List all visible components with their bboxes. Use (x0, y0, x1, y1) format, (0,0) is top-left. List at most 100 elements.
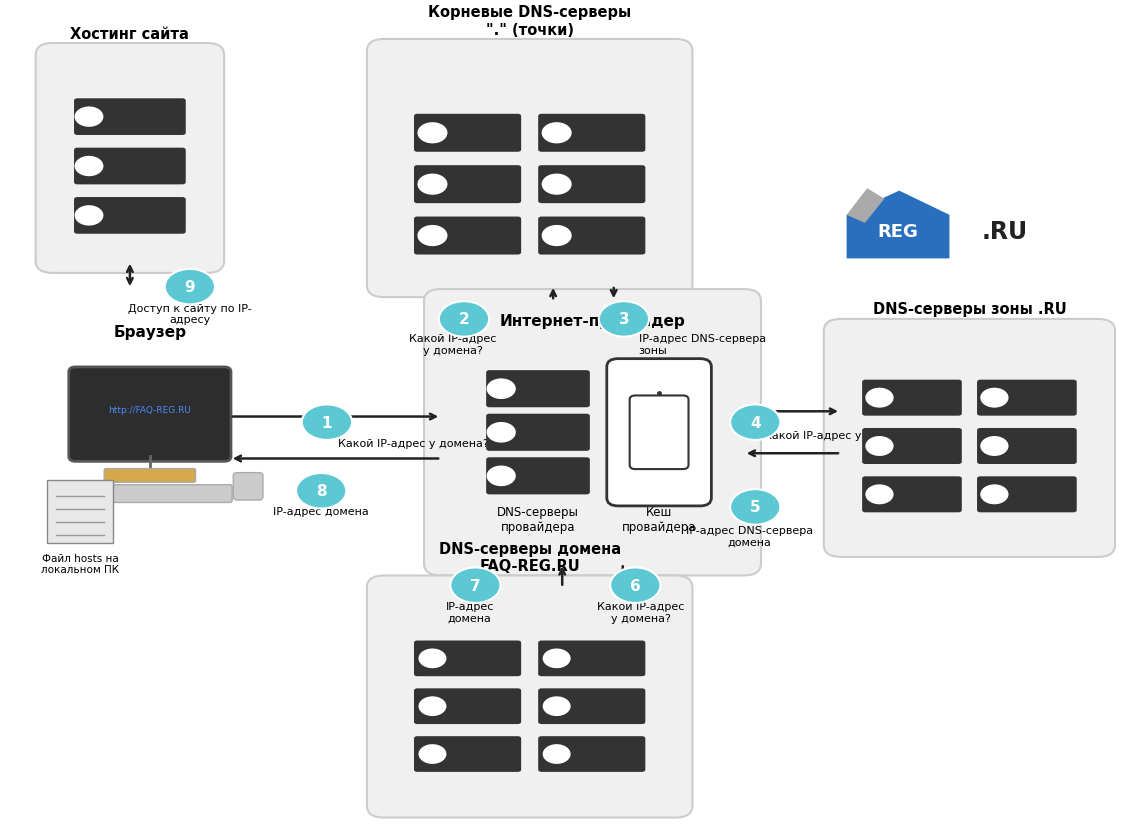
FancyBboxPatch shape (234, 473, 263, 500)
Circle shape (980, 388, 1009, 409)
FancyBboxPatch shape (607, 359, 711, 506)
Circle shape (297, 473, 346, 509)
Circle shape (418, 744, 447, 764)
Circle shape (74, 108, 103, 127)
Text: DNS-серверы зоны .RU: DNS-серверы зоны .RU (872, 302, 1066, 317)
Circle shape (165, 270, 215, 305)
Circle shape (487, 379, 515, 399)
FancyBboxPatch shape (487, 370, 590, 408)
FancyBboxPatch shape (414, 736, 521, 772)
Text: http://FAQ-REG.RU: http://FAQ-REG.RU (109, 405, 191, 414)
Polygon shape (846, 191, 949, 259)
FancyBboxPatch shape (977, 428, 1076, 465)
Text: IP-адрес DNS-сервера
домена: IP-адрес DNS-сервера домена (686, 525, 813, 547)
Circle shape (980, 437, 1009, 457)
Text: DNS-серверы домена
FAQ-REG.RU: DNS-серверы домена FAQ-REG.RU (439, 541, 621, 573)
Text: 6: 6 (630, 578, 641, 593)
FancyBboxPatch shape (35, 44, 224, 274)
Text: Интернет-провайдер: Интернет-провайдер (499, 313, 686, 328)
Polygon shape (846, 189, 884, 223)
Text: Корневые DNS-серверы
"." (точки): Корневые DNS-серверы "." (точки) (428, 5, 631, 37)
Circle shape (543, 744, 570, 764)
Circle shape (731, 405, 781, 441)
Text: 2: 2 (459, 312, 469, 327)
Circle shape (542, 174, 571, 195)
FancyBboxPatch shape (414, 166, 521, 204)
FancyBboxPatch shape (977, 380, 1076, 416)
Circle shape (599, 302, 649, 337)
Text: 7: 7 (471, 578, 481, 593)
Text: 5: 5 (750, 500, 760, 514)
FancyBboxPatch shape (74, 198, 185, 235)
FancyBboxPatch shape (538, 115, 646, 153)
Text: Какой IP-адрес
у домена?: Какой IP-адрес у домена? (598, 601, 685, 624)
Circle shape (731, 490, 781, 525)
Circle shape (418, 123, 448, 144)
FancyBboxPatch shape (630, 396, 688, 470)
Text: Доступ к сайту по IP-
адресу: Доступ к сайту по IP- адресу (128, 304, 252, 325)
Text: Какой IP-адрес
у домена?: Какой IP-адрес у домена? (409, 334, 496, 356)
Circle shape (542, 226, 571, 246)
FancyBboxPatch shape (414, 115, 521, 153)
Text: 9: 9 (184, 280, 195, 294)
Text: DNS-серверы
провайдера: DNS-серверы провайдера (497, 505, 579, 533)
FancyBboxPatch shape (47, 480, 113, 543)
FancyBboxPatch shape (823, 319, 1115, 557)
FancyBboxPatch shape (68, 485, 232, 503)
Circle shape (866, 485, 893, 504)
Text: REG: REG (877, 222, 918, 241)
Text: Файл hosts на
локальном ПК: Файл hosts на локальном ПК (41, 553, 119, 575)
FancyBboxPatch shape (862, 380, 962, 416)
Circle shape (610, 567, 661, 603)
Circle shape (74, 206, 103, 227)
Circle shape (487, 466, 515, 486)
FancyBboxPatch shape (366, 40, 693, 298)
FancyBboxPatch shape (538, 218, 646, 256)
Text: Какой IP-адрес у домена?: Какой IP-адрес у домена? (338, 439, 489, 449)
FancyBboxPatch shape (487, 457, 590, 495)
Text: IP-адрес домена: IP-адрес домена (274, 506, 369, 517)
Circle shape (980, 485, 1009, 504)
FancyBboxPatch shape (538, 641, 646, 676)
FancyBboxPatch shape (487, 414, 590, 452)
FancyBboxPatch shape (862, 476, 962, 513)
Text: Какой IP-адрес у домена?: Какой IP-адрес у домена? (765, 431, 915, 441)
Text: 1: 1 (322, 415, 332, 430)
Circle shape (418, 648, 447, 668)
Text: 3: 3 (618, 312, 630, 327)
Text: 4: 4 (750, 415, 760, 430)
Text: Хостинг сайта: Хостинг сайта (71, 26, 189, 41)
Text: Кеш
провайдера: Кеш провайдера (622, 505, 696, 533)
Text: Браузер: Браузер (113, 325, 187, 340)
Circle shape (418, 174, 448, 195)
FancyBboxPatch shape (74, 149, 185, 185)
FancyBboxPatch shape (424, 289, 761, 576)
Text: .RU: .RU (981, 220, 1027, 244)
FancyBboxPatch shape (414, 218, 521, 256)
FancyBboxPatch shape (977, 476, 1076, 513)
Circle shape (543, 696, 570, 716)
Circle shape (543, 648, 570, 668)
FancyBboxPatch shape (538, 689, 646, 724)
Text: IP-адрес
домена: IP-адрес домена (445, 601, 493, 624)
Circle shape (542, 123, 571, 144)
FancyBboxPatch shape (104, 469, 196, 483)
FancyBboxPatch shape (538, 166, 646, 204)
Text: IP-адрес DNS-сервера
зоны: IP-адрес DNS-сервера зоны (639, 334, 766, 356)
Circle shape (302, 405, 352, 441)
FancyBboxPatch shape (74, 99, 185, 136)
Circle shape (450, 567, 500, 603)
FancyBboxPatch shape (414, 641, 521, 676)
Circle shape (439, 302, 489, 337)
Circle shape (487, 423, 515, 443)
FancyBboxPatch shape (414, 689, 521, 724)
FancyBboxPatch shape (366, 576, 693, 818)
Text: 8: 8 (316, 484, 326, 499)
Circle shape (418, 226, 448, 246)
Circle shape (418, 696, 447, 716)
Circle shape (74, 156, 103, 177)
Circle shape (866, 437, 893, 457)
Circle shape (866, 388, 893, 409)
FancyBboxPatch shape (862, 428, 962, 465)
FancyBboxPatch shape (538, 736, 646, 772)
